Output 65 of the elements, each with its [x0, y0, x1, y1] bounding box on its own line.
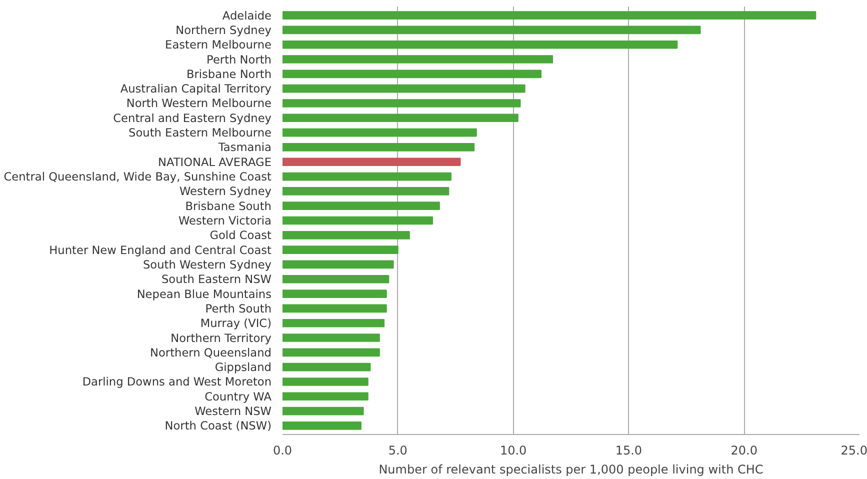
y-tick-label: Gippsland — [214, 360, 272, 374]
x-axis-title: Number of relevant specialists per 1,000 people living with CHC — [378, 462, 764, 476]
bar — [282, 406, 364, 416]
x-tick-label: 15.0 — [615, 444, 642, 458]
y-tick-label: Northern Sydney — [176, 22, 272, 37]
y-tick-label: Murray (VIC) — [200, 316, 272, 330]
y-tick-label: Perth South — [205, 301, 272, 316]
y-tick-label: Gold Coast — [210, 228, 272, 242]
bar — [282, 26, 701, 34]
y-tick-label: South Western Sydney — [142, 257, 272, 272]
bar — [282, 378, 368, 386]
y-tick-label: Central and Eastern Sydney — [113, 110, 272, 125]
bar — [282, 128, 477, 137]
bar — [282, 348, 380, 357]
y-tick-label: Country WA — [204, 389, 272, 404]
y-tick-label: Eastern Melbourne — [165, 38, 272, 52]
y-tick-label: Brisbane South — [185, 198, 272, 213]
y-tick-label: South Eastern Melbourne — [128, 126, 272, 140]
bar — [282, 260, 394, 269]
y-tick-label: Tasmania — [217, 140, 272, 154]
y-tick-label: Western Sydney — [180, 184, 272, 198]
bar — [282, 187, 450, 196]
bar — [282, 334, 380, 342]
y-tick-label: Adelaide — [222, 8, 272, 22]
bar — [282, 55, 554, 64]
x-tick-label: 25.0 — [840, 444, 867, 458]
y-tick-label: Northern Queensland — [150, 345, 272, 360]
y-tick-label: Brisbane North — [186, 66, 272, 81]
bar — [282, 392, 368, 401]
bar — [282, 202, 440, 210]
bar — [282, 114, 518, 122]
y-tick-label: Western Victoria — [178, 214, 272, 228]
bar — [282, 40, 678, 49]
y-tick-label: Northern Territory — [170, 330, 272, 345]
y-tick-label: North Western Melbourne — [126, 96, 272, 110]
bar — [282, 172, 452, 181]
y-tick-label: Western NSW — [194, 404, 272, 418]
bar — [282, 304, 387, 313]
x-tick-label: 0.0 — [272, 444, 292, 458]
bar — [282, 84, 526, 93]
y-tick-label: Perth North — [206, 52, 272, 66]
bar — [282, 99, 521, 108]
bar — [282, 143, 475, 152]
bar — [282, 290, 387, 298]
x-tick-label: 5.0 — [388, 444, 408, 458]
bar — [282, 158, 461, 166]
y-tick-label: North Coast (NSW) — [164, 418, 272, 433]
x-tick-label: 10.0 — [500, 444, 527, 458]
bar — [282, 274, 390, 284]
y-tick-label: Nepean Blue Mountains — [136, 286, 272, 301]
bar — [282, 422, 362, 430]
bar — [282, 70, 542, 78]
bar — [282, 11, 816, 20]
y-tick-label: Australian Capital Territory — [120, 82, 272, 96]
bar — [282, 230, 410, 240]
bar — [282, 216, 434, 225]
bar — [282, 362, 371, 372]
x-tick-label: 20.0 — [730, 444, 758, 458]
bar — [282, 318, 385, 328]
y-tick-label: Central Queensland, Wide Bay, Sunshine Coast — [4, 170, 272, 184]
y-tick-label: Darling Downs and West Moreton — [82, 374, 272, 389]
y-tick-label: NATIONAL AVERAGE — [158, 154, 272, 169]
y-tick-label: Hunter New England and Central Coast — [49, 242, 272, 257]
y-tick-label: South Eastern NSW — [161, 272, 272, 286]
bar — [282, 246, 398, 254]
